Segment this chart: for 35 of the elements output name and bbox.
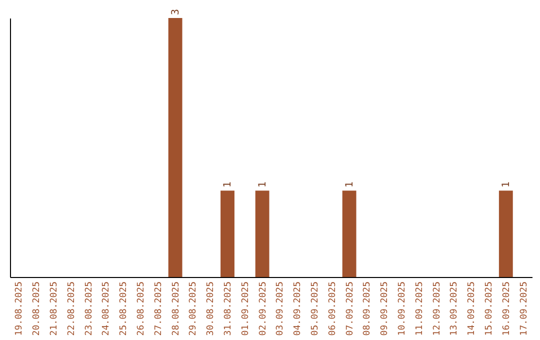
x-tick-label: 22.08.2025 (66, 282, 77, 336)
x-tick-label: 27.08.2025 (154, 282, 164, 336)
x-tick-label: 31.08.2025 (224, 282, 234, 336)
x-tick-label: 16.09.2025 (502, 282, 512, 336)
data-label: 1 (344, 182, 356, 188)
x-tick-label: 26.08.2025 (136, 282, 146, 336)
x-tick-label: 15.09.2025 (484, 282, 494, 336)
data-label: 1 (500, 182, 512, 188)
x-tick-label: 20.08.2025 (32, 282, 42, 336)
x-tick-label: 14.09.2025 (467, 282, 478, 336)
x-tick-label: 11.09.2025 (414, 282, 425, 336)
x-tick-label: 29.08.2025 (188, 282, 199, 336)
x-tick-label: 02.09.2025 (258, 282, 268, 336)
x-tick-label: 28.08.2025 (171, 282, 182, 336)
x-tick-label: 23.08.2025 (84, 282, 94, 336)
x-tick-label: 08.09.2025 (362, 282, 373, 336)
x-tick-label: 09.09.2025 (380, 282, 390, 336)
x-tick-label: 06.09.2025 (328, 282, 338, 336)
x-tick-label: 05.09.2025 (310, 282, 320, 336)
x-tick-label: 04.09.2025 (293, 282, 304, 336)
x-tick-label: 24.08.2025 (102, 282, 112, 336)
x-tick-label: 01.09.2025 (240, 282, 251, 336)
x-tick-label: 19.08.2025 (14, 282, 25, 336)
data-label: 1 (222, 182, 234, 188)
data-label: 1 (257, 182, 268, 188)
x-tick-label: 03.09.2025 (276, 282, 286, 336)
x-tick-label: 10.09.2025 (398, 282, 408, 336)
x-tick-label: 13.09.2025 (450, 282, 460, 336)
x-tick-label: 12.09.2025 (432, 282, 442, 336)
x-tick-label: 07.09.2025 (345, 282, 356, 336)
data-label: 3 (170, 8, 182, 15)
x-tick-label: 25.08.2025 (119, 282, 130, 336)
x-tick-label: 21.08.2025 (50, 282, 60, 336)
x-tick-label: 17.09.2025 (519, 282, 530, 336)
x-tick-label: 30.08.2025 (206, 282, 216, 336)
